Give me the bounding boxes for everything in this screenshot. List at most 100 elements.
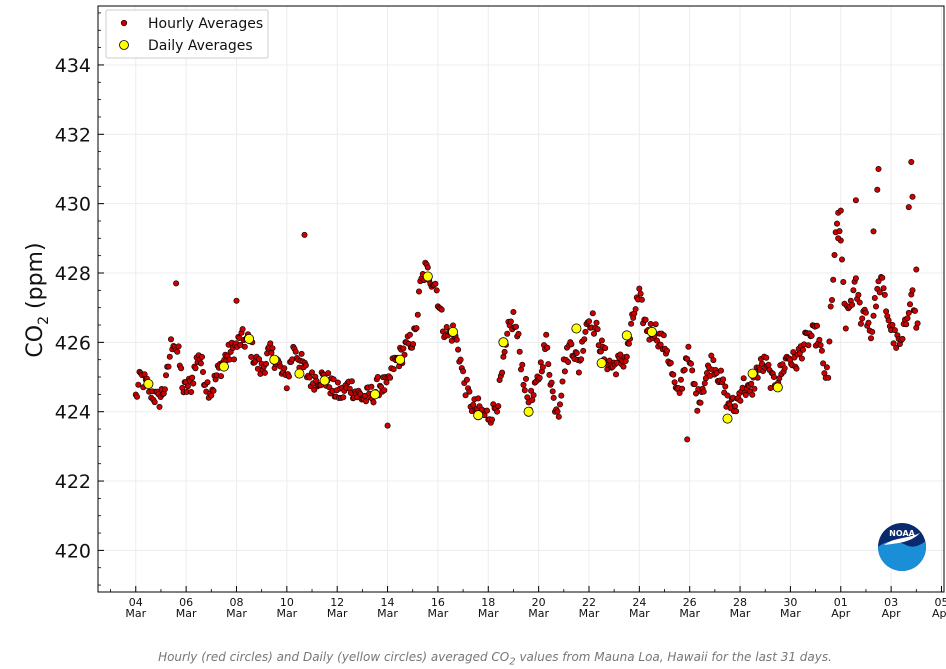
x-tick-label-month: Mar bbox=[679, 607, 700, 620]
x-tick-label-day: 26 bbox=[683, 596, 697, 609]
daily-point bbox=[596, 358, 607, 369]
hourly-point bbox=[495, 403, 502, 410]
hourly-point bbox=[362, 398, 369, 405]
hourly-point bbox=[134, 393, 141, 400]
daily-point bbox=[722, 413, 733, 424]
hourly-point bbox=[298, 350, 305, 357]
hourly-point bbox=[545, 361, 552, 368]
hourly-point bbox=[825, 374, 832, 381]
hourly-point bbox=[573, 349, 580, 356]
hourly-point bbox=[857, 320, 864, 327]
hourly-point bbox=[292, 348, 299, 355]
hourly-point bbox=[869, 328, 876, 335]
x-tick-label-month: Mar bbox=[730, 607, 751, 620]
hourly-point bbox=[742, 391, 749, 398]
hourly-point bbox=[281, 365, 288, 372]
hourly-point bbox=[330, 376, 337, 383]
legend-box bbox=[105, 9, 269, 59]
hourly-point bbox=[575, 369, 582, 376]
hourly-point bbox=[184, 383, 191, 390]
hourly-point bbox=[838, 256, 845, 263]
hourly-point bbox=[522, 375, 529, 382]
hourly-point bbox=[859, 315, 866, 322]
hourly-point bbox=[370, 399, 377, 406]
hourly-point bbox=[197, 360, 204, 367]
hourly-point bbox=[879, 274, 886, 281]
hourly-point bbox=[424, 264, 431, 271]
hourly-point bbox=[516, 348, 523, 355]
hourly-point bbox=[871, 294, 878, 301]
daily-point bbox=[646, 326, 657, 337]
hourly-point bbox=[798, 355, 805, 362]
hourly-point bbox=[687, 360, 694, 367]
hourly-point bbox=[173, 280, 180, 287]
hourly-point bbox=[749, 391, 756, 398]
hourly-point bbox=[539, 364, 546, 371]
hourly-point bbox=[914, 320, 921, 327]
hourly-point bbox=[893, 344, 900, 351]
noaa-logo-bottom bbox=[878, 541, 926, 571]
hourly-point bbox=[248, 353, 255, 360]
hourly-point bbox=[387, 374, 394, 381]
y-tick-label: 422 bbox=[55, 471, 91, 493]
y-tick-label: 432 bbox=[55, 124, 91, 146]
hourly-point bbox=[494, 408, 501, 415]
hourly-point bbox=[175, 343, 182, 350]
legend-marker-daily bbox=[119, 40, 129, 50]
hourly-point bbox=[865, 319, 872, 326]
x-tick-label-day: 30 bbox=[783, 596, 797, 609]
hourly-point bbox=[805, 342, 812, 349]
hourly-point bbox=[188, 388, 195, 395]
hourly-point bbox=[875, 278, 882, 285]
x-tick-label-day: 14 bbox=[381, 596, 395, 609]
hourly-point bbox=[163, 372, 170, 379]
hourly-point bbox=[283, 385, 290, 392]
hourly-point bbox=[889, 321, 896, 328]
hourly-point bbox=[582, 328, 589, 335]
legend-label-hourly: Hourly Averages bbox=[148, 16, 263, 32]
daily-point bbox=[523, 406, 534, 417]
x-tick-label-month: Mar bbox=[125, 607, 146, 620]
hourly-point bbox=[463, 376, 470, 383]
hourly-point bbox=[549, 388, 556, 395]
daily-averages-series bbox=[143, 271, 783, 424]
hourly-point bbox=[660, 332, 667, 339]
hourly-point bbox=[565, 358, 572, 365]
hourly-point bbox=[529, 396, 536, 403]
hourly-point bbox=[875, 166, 882, 173]
hourly-point bbox=[433, 287, 440, 294]
hourly-point bbox=[558, 392, 565, 399]
hourly-point bbox=[210, 387, 217, 394]
hourly-point bbox=[334, 379, 341, 386]
y-axis-label-unit: (ppm) bbox=[23, 242, 48, 316]
hourly-point bbox=[151, 399, 158, 406]
hourly-point bbox=[308, 369, 315, 376]
plot-area-border bbox=[97, 5, 945, 593]
daily-point bbox=[244, 333, 255, 344]
hourly-point bbox=[546, 371, 553, 378]
hourly-point bbox=[510, 308, 517, 315]
hourly-point bbox=[701, 380, 708, 387]
x-tick-label-month: Apr bbox=[882, 607, 902, 620]
hourly-point bbox=[906, 301, 913, 308]
grid-lines bbox=[98, 6, 944, 592]
hourly-point bbox=[561, 368, 568, 375]
y-axis-label-subscript: 2 bbox=[36, 316, 52, 325]
hourly-point bbox=[384, 422, 391, 429]
hourly-averages-series bbox=[132, 159, 921, 443]
hourly-point bbox=[837, 207, 844, 214]
hourly-point bbox=[722, 383, 729, 390]
y-tick-label: 430 bbox=[55, 194, 91, 216]
hourly-point bbox=[816, 336, 823, 343]
hourly-point bbox=[400, 345, 407, 352]
hourly-point bbox=[911, 307, 918, 314]
daily-point bbox=[422, 271, 433, 282]
hourly-point bbox=[880, 285, 887, 292]
hourly-point bbox=[483, 407, 490, 414]
hourly-point bbox=[262, 360, 269, 367]
hourly-point bbox=[544, 344, 551, 351]
hourly-point bbox=[717, 367, 724, 374]
hourly-point bbox=[556, 401, 563, 408]
daily-point bbox=[218, 361, 229, 372]
